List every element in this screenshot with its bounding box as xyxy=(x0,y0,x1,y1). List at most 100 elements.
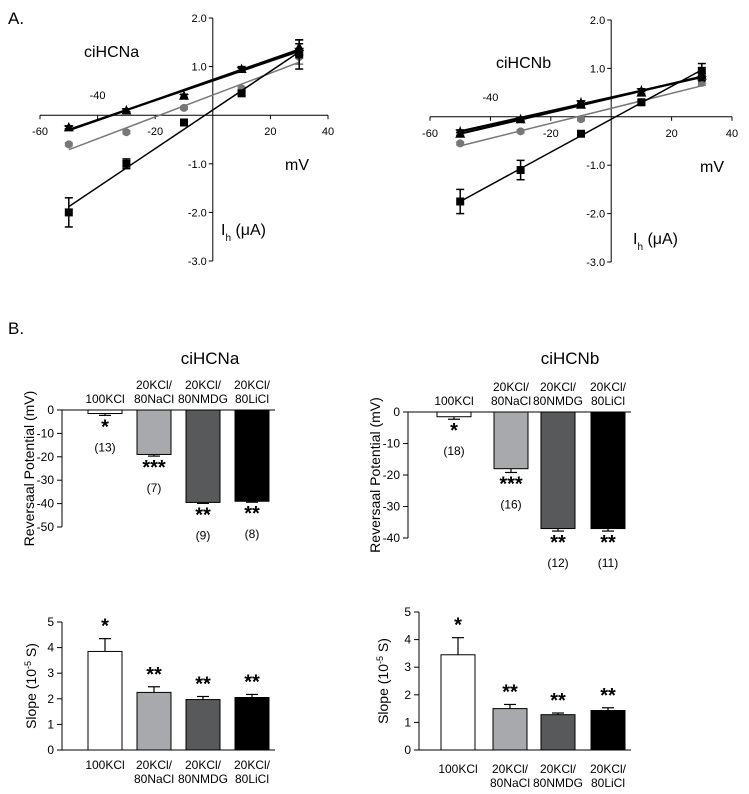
sample-size-label: (12) xyxy=(547,556,568,570)
category-label: 80NaCl xyxy=(134,392,174,406)
square-marker xyxy=(516,166,525,175)
star-marker xyxy=(236,63,247,74)
significance-marker: ** xyxy=(550,532,566,554)
chart-title: ciHCNa xyxy=(181,349,240,368)
y-tick-label: -3.0 xyxy=(586,257,605,269)
sample-size-label: (9) xyxy=(196,528,211,542)
chart-title: ciHCNa xyxy=(84,44,139,61)
y-tick-label: 3 xyxy=(404,660,411,674)
y-tick-label: -2.0 xyxy=(586,209,605,221)
category-label: 20KCl/ xyxy=(492,762,529,776)
axis-label: Ih (μA) xyxy=(633,231,678,253)
chart-title: ciHCNb xyxy=(496,55,551,72)
y-tick-label: 0 xyxy=(47,743,54,757)
category-label: 80LiCl xyxy=(591,394,625,408)
sample-size-label: (7) xyxy=(147,481,162,495)
x-tick-label: 20 xyxy=(665,128,677,140)
category-label: 100KCl xyxy=(434,394,473,408)
y-tick-label: -30 xyxy=(37,473,55,487)
y-tick-label: -30 xyxy=(383,500,401,514)
y-tick-label: -20 xyxy=(383,468,401,482)
circle-marker xyxy=(180,103,188,112)
x-axis-label: mV xyxy=(700,159,724,176)
category-label: 20KCl/ xyxy=(590,762,627,776)
slope-bar-chart-cihcnb: 0 1 2 3 4 5 Slope (10-5 S) 100KCl * 20KCl/80NaCl *… xyxy=(375,605,631,790)
category-label: 20KCl/ xyxy=(590,380,627,394)
chart-title: ciHCNb xyxy=(541,349,600,368)
y-tick-label: -10 xyxy=(37,426,55,440)
sample-size-label: (8) xyxy=(245,527,260,541)
bar xyxy=(185,699,221,751)
square-marker xyxy=(577,129,585,138)
significance-marker: * xyxy=(101,416,109,438)
slope-bar-chart-cihcna: 0 1 2 3 4 5 Slope (10-5 S) 100KCl * 20KCl/80NaCl *… xyxy=(23,615,275,786)
star-marker xyxy=(63,121,74,132)
bar xyxy=(440,654,476,751)
bar xyxy=(87,650,123,751)
bar xyxy=(87,409,123,415)
square-marker xyxy=(456,197,465,206)
x-axis-label: mV xyxy=(285,157,309,174)
bar xyxy=(234,409,270,502)
y-tick-label: -10 xyxy=(383,437,401,451)
circle-marker xyxy=(516,127,525,136)
star-marker xyxy=(178,90,190,101)
circle-marker xyxy=(122,128,131,137)
x-tick-label: -40 xyxy=(482,92,498,104)
axis-label: Slope (10-5 S) xyxy=(375,638,391,724)
x-tick-label: 40 xyxy=(726,128,738,140)
significance-marker: ** xyxy=(600,685,616,707)
category-label: 20KCl/ xyxy=(540,380,577,394)
axis-label: Reversaal Potential (mV) xyxy=(367,397,383,553)
star-marker xyxy=(121,104,132,115)
category-label: 20KCl/ xyxy=(136,758,173,772)
sample-size-label: (13) xyxy=(94,440,115,454)
star-marker xyxy=(696,72,707,83)
category-label: 20KCl/ xyxy=(493,380,530,394)
y-tick-label: 2 xyxy=(47,692,54,706)
bar xyxy=(436,411,472,418)
y-tick-label: 1 xyxy=(47,717,54,731)
fit-line xyxy=(68,51,300,208)
y-tick-label: -1.0 xyxy=(188,159,207,171)
star-marker xyxy=(515,113,526,124)
axis-label: Slope (10-5 S) xyxy=(23,643,39,729)
y-tick-label: 2 xyxy=(404,688,411,702)
category-label: 80NMDG xyxy=(533,776,583,790)
circle-marker xyxy=(577,115,585,124)
circle-marker xyxy=(456,139,465,148)
panel-label-b: B. xyxy=(8,319,24,338)
star-marker xyxy=(575,96,587,107)
category-label: 100KCl xyxy=(438,762,477,776)
x-tick-label: -20 xyxy=(147,126,163,138)
category-label: 20KCl/ xyxy=(234,758,271,772)
square-marker xyxy=(637,98,646,107)
y-tick-label: -2.0 xyxy=(188,207,207,219)
category-label: 100KCl xyxy=(85,758,124,772)
star-marker xyxy=(636,84,647,95)
y-tick-label: 0 xyxy=(404,743,411,757)
iv-plot-cihcnb: -60 -40 -20 20 40 2.0 1.0 -1.0 -2.0 -3.0 ciHCNb mV I… xyxy=(422,15,738,269)
y-tick-label: 2.0 xyxy=(192,13,207,25)
category-label: 100KCl xyxy=(85,392,124,406)
significance-marker: *** xyxy=(499,473,523,495)
category-label: 80LiCl xyxy=(235,772,269,786)
y-tick-label: 3 xyxy=(47,666,54,680)
significance-marker: ** xyxy=(195,504,211,526)
significance-marker: * xyxy=(101,616,109,638)
bar xyxy=(136,691,172,751)
y-tick-label: -1.0 xyxy=(586,160,605,172)
category-label: 80NMDG xyxy=(178,392,228,406)
sample-size-label: (11) xyxy=(598,556,618,570)
sample-size-label: (16) xyxy=(500,497,521,511)
y-tick-label: 4 xyxy=(404,633,411,647)
y-tick-label: 1.0 xyxy=(590,63,605,75)
category-label: 80NaCl xyxy=(490,776,530,790)
square-marker xyxy=(64,208,73,217)
star-marker xyxy=(294,44,305,54)
significance-marker: ** xyxy=(244,671,260,693)
category-label: 80LiCl xyxy=(591,776,625,790)
significance-marker: ** xyxy=(244,503,260,525)
